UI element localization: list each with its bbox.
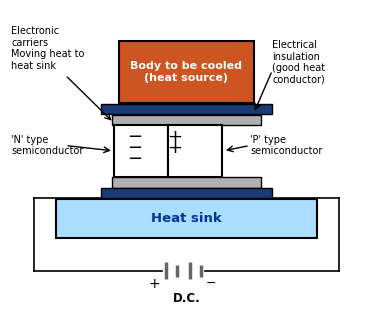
Text: Heat sink: Heat sink [151, 212, 222, 225]
Text: Electronic
carriers
Moving heat to
heat sink: Electronic carriers Moving heat to heat … [11, 26, 85, 71]
Text: −: − [127, 128, 142, 146]
Text: 'N' type
semiconductor: 'N' type semiconductor [11, 135, 84, 156]
Text: +: + [167, 139, 182, 157]
Text: +: + [149, 277, 161, 291]
Bar [101, 188, 272, 198]
Text: +: + [167, 128, 182, 146]
Bar [168, 125, 222, 177]
Bar [114, 125, 168, 177]
Bar [101, 104, 272, 114]
Bar [56, 199, 317, 238]
Bar [112, 177, 261, 188]
Text: D.C.: D.C. [173, 292, 200, 305]
Text: Body to be cooled
(heat source): Body to be cooled (heat source) [131, 61, 242, 83]
Bar [119, 41, 254, 103]
Text: −: − [206, 277, 216, 290]
Bar [112, 115, 261, 125]
Text: 'P' type
semiconductor: 'P' type semiconductor [250, 135, 322, 156]
Text: −: − [127, 150, 142, 168]
Text: Electrical
insulation
(good heat
conductor): Electrical insulation (good heat conduct… [272, 40, 325, 85]
Text: −: − [127, 139, 142, 157]
